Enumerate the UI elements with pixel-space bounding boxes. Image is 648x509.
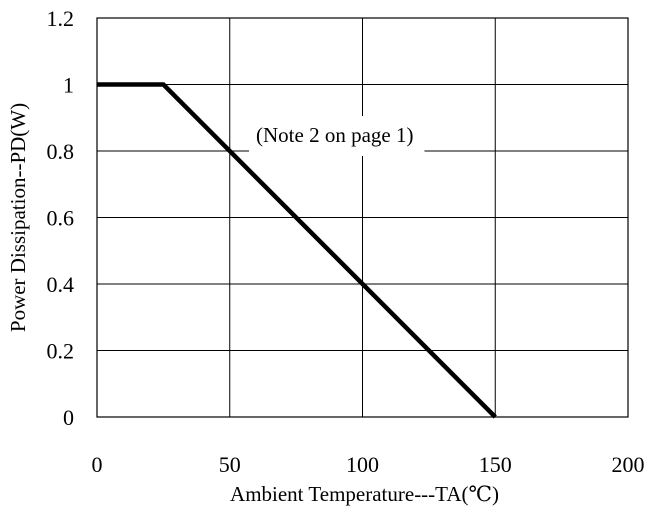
x-tick-label: 0 [92, 452, 103, 477]
x-tick-label: 100 [346, 452, 379, 477]
x-axis-title: Ambient Temperature---TA(℃) [230, 482, 499, 506]
x-tick-label: 200 [612, 452, 645, 477]
y-tick-label: 0.6 [47, 206, 75, 231]
y-axis-title: Power Dissipation--PD(W) [6, 103, 30, 332]
y-tick-label: 1 [63, 73, 74, 98]
y-tick-label: 1.2 [47, 6, 75, 31]
plot-frame [96, 17, 629, 418]
y-tick-label: 0 [63, 405, 74, 430]
x-axis-ticks: 0 50 100 150 200 [92, 452, 645, 477]
x-tick-label: 150 [479, 452, 512, 477]
y-tick-label: 0.2 [47, 339, 75, 364]
y-axis-ticks: 0 0.2 0.4 0.6 0.8 1 1.2 [47, 6, 75, 430]
x-tick-label: 50 [219, 452, 241, 477]
annotation-background [249, 116, 425, 156]
annotation-note: (Note 2 on page 1) [256, 123, 413, 147]
y-tick-label: 0.4 [47, 272, 75, 297]
y-tick-label: 0.8 [47, 139, 75, 164]
grid [97, 18, 628, 417]
power-derating-line [97, 82, 497, 419]
series-layer [97, 82, 497, 419]
